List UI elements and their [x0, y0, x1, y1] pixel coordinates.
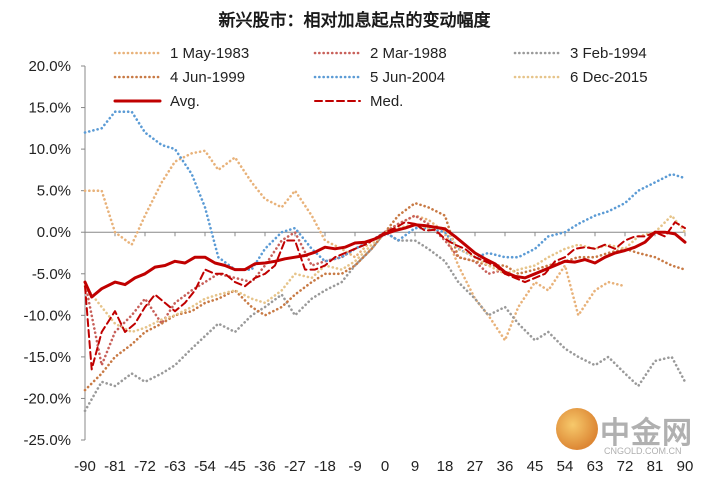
x-tick-label: -72	[134, 458, 156, 475]
legend-label: 5 Jun-2004	[370, 69, 445, 86]
x-tick-label: 90	[677, 458, 694, 475]
series-line-8	[84, 221, 686, 371]
series-line-7	[83, 223, 687, 299]
legend-label: 1 May-1983	[170, 45, 249, 62]
y-tick-label: 10.0%	[28, 141, 71, 158]
y-tick-label: -15.0%	[23, 349, 71, 366]
series-line-1	[83, 149, 627, 342]
chart-title: 新兴股市：相对加息起点的变动幅度	[218, 11, 491, 31]
legend-label: 2 Mar-1988	[370, 45, 447, 62]
y-axis-ticks: 20.0% 15.0% 10.0% 5.0% 0.0% -5.0% -10.0% -15.0%…	[23, 58, 85, 449]
legend-label: Med.	[370, 93, 403, 110]
y-tick-label: 15.0%	[28, 100, 71, 117]
x-tick-label: 9	[411, 458, 419, 475]
x-tick-label: -45	[224, 458, 246, 475]
x-tick-label: -81	[104, 458, 126, 475]
legend-label: 4 Jun-1999	[170, 69, 245, 86]
y-tick-label: -20.0%	[23, 390, 71, 407]
x-tick-label: -18	[314, 458, 336, 475]
y-tick-label: 20.0%	[28, 58, 71, 75]
series-line-4	[83, 201, 687, 392]
y-tick-label: -25.0%	[23, 432, 71, 449]
x-tick-label: 0	[381, 458, 389, 475]
x-tick-label: 18	[437, 458, 454, 475]
watermark-brand: 中金网	[600, 416, 693, 451]
watermark-logo-icon	[556, 408, 598, 450]
x-tick-label: -54	[194, 458, 216, 475]
x-tick-label: -27	[284, 458, 306, 475]
x-tick-label: 81	[647, 458, 664, 475]
x-tick-label: -90	[74, 458, 96, 475]
series-line-6	[83, 214, 687, 334]
legend-label: 3 Feb-1994	[570, 45, 647, 62]
x-tick-label: -9	[348, 458, 361, 475]
legend-label: Avg.	[170, 93, 200, 110]
x-tick-label: 54	[557, 458, 574, 475]
x-tick-label: -36	[254, 458, 276, 475]
series-line-5	[83, 110, 687, 271]
chart-axes	[84, 66, 685, 440]
series-line-2	[83, 214, 507, 367]
y-tick-label: 5.0%	[37, 183, 71, 200]
watermark: 中金网 CNGOLD.COM.CN	[556, 402, 706, 472]
x-tick-label: 45	[527, 458, 544, 475]
series-line-3	[83, 230, 687, 413]
x-tick-label: 72	[617, 458, 634, 475]
y-tick-label: -5.0%	[32, 266, 71, 283]
watermark-url: CNGOLD.COM.CN	[604, 446, 682, 456]
x-tick-label: 63	[587, 458, 604, 475]
x-axis-ticks: -90 -81 -72 -63 -54 -45 -36 -27 -18 -9 0 9 18 27 36 45 5…	[74, 232, 693, 475]
y-tick-label: -10.0%	[23, 307, 71, 324]
x-tick-label: 27	[467, 458, 484, 475]
series-lines	[83, 110, 687, 413]
x-tick-label: 36	[497, 458, 514, 475]
x-tick-label: -63	[164, 458, 186, 475]
chart-legend: 1 May-1983 2 Mar-1988 3 Feb-1994 4 Jun-1999…	[113, 45, 648, 110]
y-tick-label: 0.0%	[37, 224, 71, 241]
legend-label: 6 Dec-2015	[570, 69, 648, 86]
